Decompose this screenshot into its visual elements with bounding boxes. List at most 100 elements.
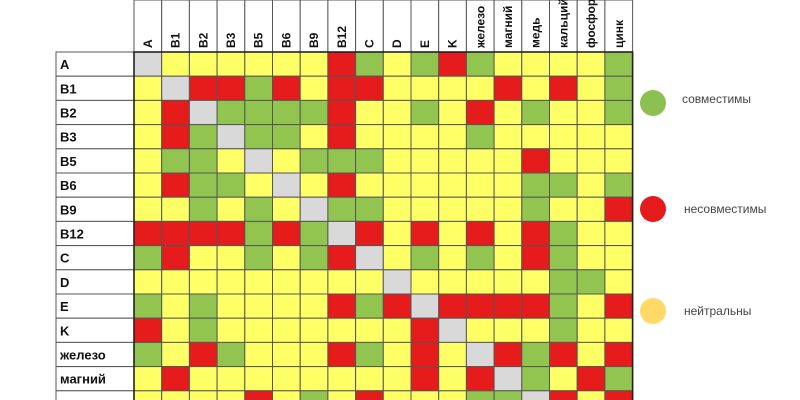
heatmap-cell bbox=[576, 317, 606, 343]
heatmap-cell bbox=[188, 99, 218, 126]
heatmap-cell bbox=[521, 390, 550, 400]
column-header-cell bbox=[188, 0, 218, 53]
heatmap-cell bbox=[493, 196, 523, 222]
heatmap-cell bbox=[355, 341, 384, 368]
heatmap-cell bbox=[521, 99, 550, 126]
heatmap-cell bbox=[382, 172, 412, 198]
heatmap-cell bbox=[188, 172, 218, 198]
heatmap-cell bbox=[133, 390, 163, 400]
heatmap-cell bbox=[133, 341, 163, 368]
heatmap-cell bbox=[327, 99, 357, 126]
heatmap-cell bbox=[244, 172, 274, 198]
heatmap-cell bbox=[576, 269, 606, 295]
heatmap-cell bbox=[272, 341, 301, 368]
column-label: A bbox=[141, 39, 155, 48]
heatmap-cell bbox=[549, 269, 578, 295]
heatmap-cell bbox=[465, 366, 495, 392]
heatmap-cell bbox=[133, 220, 163, 247]
heatmap-cell bbox=[576, 99, 606, 126]
heatmap-cell bbox=[272, 148, 301, 174]
heatmap-cell bbox=[327, 366, 357, 392]
heatmap-cell bbox=[355, 245, 384, 271]
heatmap-cell bbox=[133, 366, 163, 392]
heatmap-cell bbox=[465, 269, 495, 295]
heatmap-cell bbox=[382, 317, 412, 343]
column-label: C bbox=[362, 39, 376, 48]
heatmap-cell bbox=[272, 99, 301, 126]
heatmap-cell bbox=[161, 317, 190, 343]
heatmap-cell bbox=[188, 269, 218, 295]
heatmap-cell bbox=[521, 172, 550, 198]
heatmap-cell bbox=[549, 124, 578, 150]
row-label: D bbox=[60, 275, 69, 290]
heatmap-cell bbox=[327, 245, 357, 271]
heatmap-cell bbox=[465, 317, 495, 343]
heatmap-cell bbox=[188, 293, 218, 319]
heatmap-cell bbox=[299, 220, 329, 247]
column-header-cell bbox=[410, 0, 440, 53]
heatmap-cell bbox=[410, 196, 440, 222]
heatmap-cell bbox=[382, 196, 412, 222]
heatmap-cell bbox=[549, 341, 578, 368]
heatmap-cell bbox=[161, 220, 190, 247]
heatmap-cell bbox=[272, 51, 301, 77]
heatmap-cell bbox=[216, 390, 246, 400]
heatmap-cell bbox=[382, 366, 412, 392]
legend-swatch-incompatible bbox=[640, 196, 666, 222]
heatmap-cell bbox=[438, 220, 467, 247]
heatmap-cell bbox=[188, 317, 218, 343]
row-header-cell bbox=[55, 75, 135, 101]
heatmap-cell bbox=[216, 269, 246, 295]
heatmap-cell bbox=[410, 148, 440, 174]
row-label: B9 bbox=[60, 202, 77, 217]
heatmap-cell bbox=[327, 172, 357, 198]
heatmap-cell bbox=[382, 99, 412, 126]
column-label: цинк bbox=[612, 19, 626, 48]
heatmap-cell bbox=[355, 366, 384, 392]
column-header-cell bbox=[244, 0, 274, 53]
heatmap-cell bbox=[438, 172, 467, 198]
heatmap-cell bbox=[272, 293, 301, 319]
heatmap-cell bbox=[604, 124, 634, 150]
heatmap-cell bbox=[521, 124, 550, 150]
heatmap-cell bbox=[355, 172, 384, 198]
heatmap-cell bbox=[244, 269, 274, 295]
row-label: магний bbox=[60, 372, 106, 387]
row-label: A bbox=[60, 57, 70, 72]
heatmap-cell bbox=[216, 99, 246, 126]
heatmap-cell bbox=[493, 99, 523, 126]
heatmap-cell bbox=[549, 99, 578, 126]
row-label: B3 bbox=[60, 130, 77, 145]
column-label: B1 bbox=[169, 32, 183, 48]
heatmap-cell bbox=[327, 341, 357, 368]
heatmap-cell bbox=[576, 293, 606, 319]
heatmap-cell bbox=[465, 196, 495, 222]
column-header-cell bbox=[604, 0, 634, 53]
heatmap-cell bbox=[576, 196, 606, 222]
heatmap-cell bbox=[133, 269, 163, 295]
heatmap-cell bbox=[244, 124, 274, 150]
heatmap-cell bbox=[576, 148, 606, 174]
heatmap-cell bbox=[327, 390, 357, 400]
heatmap-cell bbox=[576, 220, 606, 247]
column-label: B5 bbox=[252, 32, 266, 48]
heatmap-cell bbox=[576, 124, 606, 150]
row-label: B1 bbox=[60, 81, 77, 96]
heatmap-cell bbox=[216, 293, 246, 319]
heatmap-cell bbox=[161, 269, 190, 295]
heatmap-cell bbox=[133, 124, 163, 150]
heatmap-cell bbox=[410, 293, 440, 319]
heatmap-cell bbox=[272, 366, 301, 392]
heatmap-cell bbox=[299, 196, 329, 222]
heatmap-cell bbox=[549, 390, 578, 400]
heatmap-cell bbox=[438, 341, 467, 368]
column-header-cell bbox=[355, 0, 384, 53]
column-header-cell bbox=[382, 0, 412, 53]
heatmap-cell bbox=[576, 51, 606, 77]
heatmap-cell bbox=[604, 293, 634, 319]
heatmap-cell bbox=[438, 148, 467, 174]
heatmap-cell bbox=[410, 99, 440, 126]
heatmap-cell bbox=[244, 390, 274, 400]
heatmap-cell bbox=[604, 51, 634, 77]
